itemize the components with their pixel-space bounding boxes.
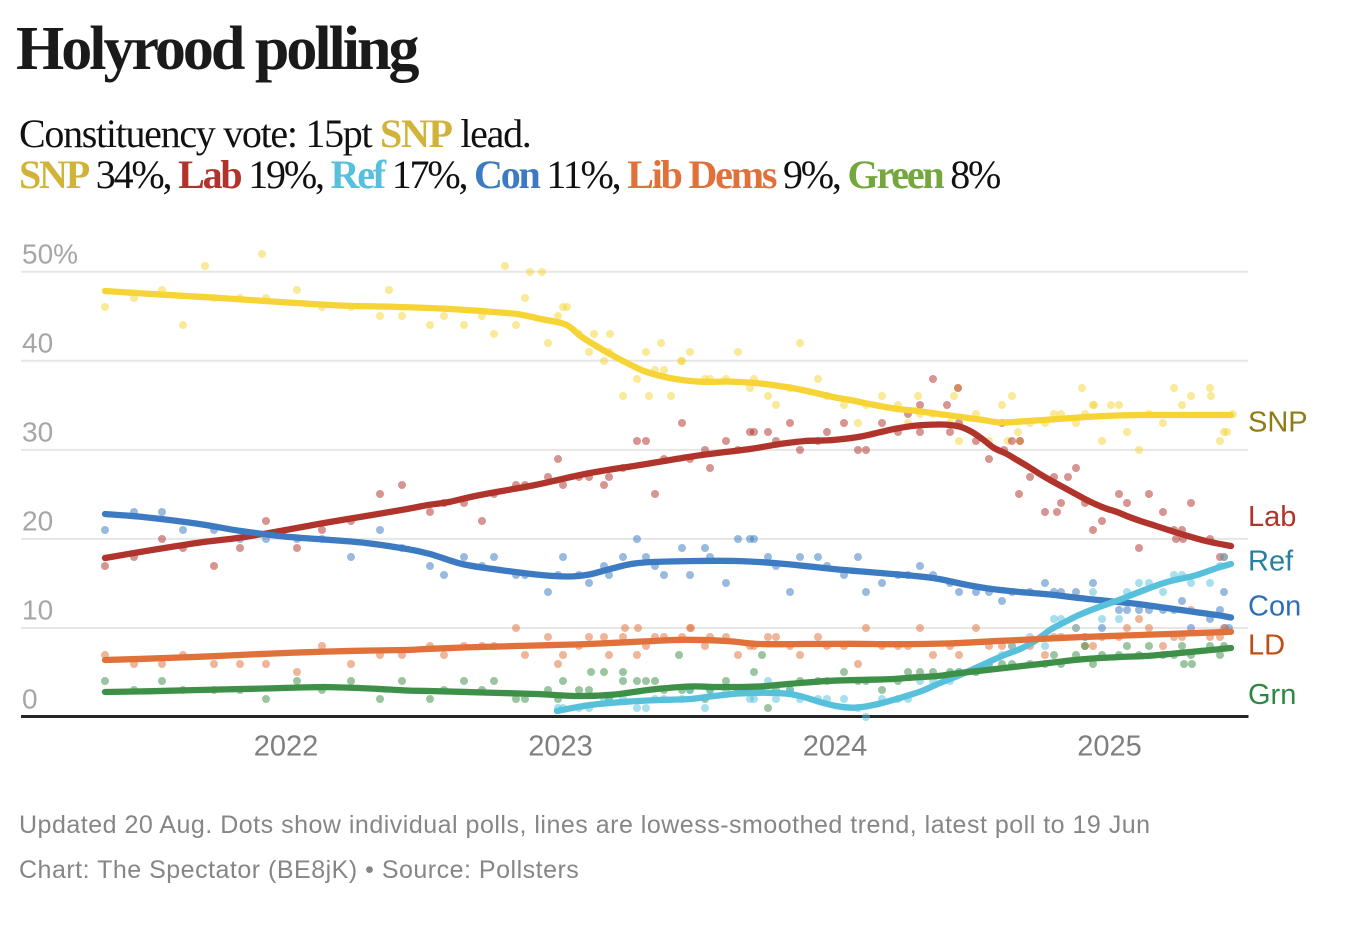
svg-text:2023: 2023 <box>528 731 593 763</box>
svg-text:LD: LD <box>1248 630 1285 662</box>
svg-text:Con: Con <box>1248 590 1301 622</box>
svg-text:20: 20 <box>22 505 53 536</box>
svg-text:Ref: Ref <box>1248 545 1294 577</box>
svg-text:2022: 2022 <box>254 731 319 763</box>
svg-text:30: 30 <box>22 416 53 447</box>
svg-text:2024: 2024 <box>803 731 868 763</box>
svg-text:40: 40 <box>22 327 53 358</box>
svg-text:10: 10 <box>22 595 53 626</box>
svg-text:0: 0 <box>22 684 38 715</box>
svg-text:50%: 50% <box>22 238 78 269</box>
svg-text:SNP: SNP <box>1248 407 1308 439</box>
svg-text:2025: 2025 <box>1077 731 1142 763</box>
svg-text:Grn: Grn <box>1248 679 1296 711</box>
svg-text:Lab: Lab <box>1248 501 1296 533</box>
